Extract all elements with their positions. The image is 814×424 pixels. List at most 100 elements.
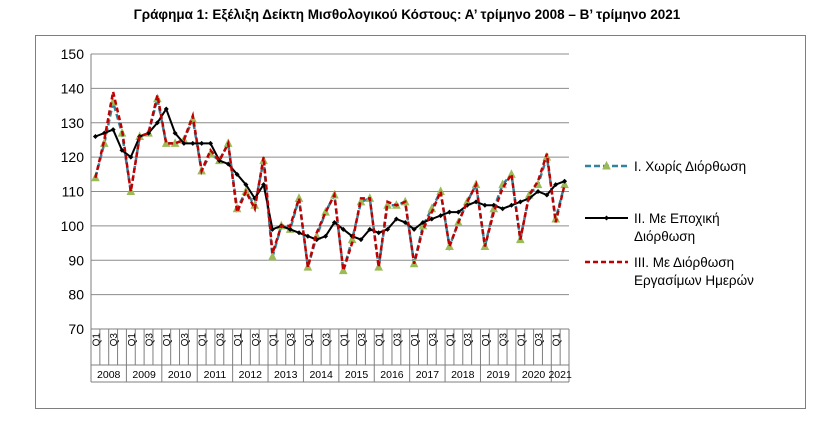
x-tick-label: Q1 [198, 333, 209, 347]
chart-title: Γράφημα 1: Εξέλιξη Δείκτη Μισθολογικού Κ… [133, 7, 681, 22]
legend-label: ΙΙΙ. Με Διόρθωση [634, 255, 734, 270]
data-point [287, 226, 293, 232]
x-tick-label: Q3 [428, 333, 439, 347]
x-tick-label: Q3 [145, 333, 156, 347]
series-line [94, 91, 566, 271]
data-point [553, 182, 559, 188]
y-tick-label: 110 [62, 184, 85, 200]
x-tick-label: Q1 [91, 333, 102, 347]
year-label: 2016 [380, 369, 404, 381]
data-point [420, 219, 426, 225]
data-point [393, 216, 399, 222]
data-point [268, 251, 277, 261]
data-point [385, 226, 391, 232]
data-point [411, 226, 417, 232]
data-point [190, 140, 196, 146]
x-tick-label: Q1 [233, 333, 244, 347]
x-tick-label: Q1 [339, 333, 350, 347]
data-point [261, 182, 267, 188]
y-tick-label: 140 [61, 80, 85, 96]
data-point [429, 216, 435, 222]
x-tick-label: Q1 [162, 333, 173, 347]
data-point [447, 209, 452, 215]
data-point [119, 147, 125, 153]
data-point [562, 178, 568, 184]
chart-frame [35, 35, 806, 409]
series-line [95, 106, 565, 241]
data-point [323, 233, 329, 239]
x-tick-label: Q1 [304, 333, 315, 347]
y-tick-label: 70 [68, 321, 84, 337]
x-tick-label: Q1 [552, 333, 563, 347]
data-point [544, 192, 550, 198]
x-tick-label: Q1 [127, 333, 138, 347]
y-tick-label: 80 [68, 287, 84, 303]
data-point [482, 202, 488, 208]
x-tick-label: Q3 [322, 333, 333, 347]
data-point [331, 219, 337, 225]
data-point [367, 226, 373, 232]
y-tick-label: 90 [68, 252, 84, 268]
data-point [199, 140, 205, 146]
x-tick-label: Q3 [251, 333, 262, 347]
legend-label: ΙΙ. Με Εποχική [634, 211, 720, 226]
x-tick-label: Q1 [446, 333, 457, 347]
data-point [181, 140, 187, 146]
x-tick-label: Q1 [375, 333, 386, 347]
data-point [535, 189, 541, 194]
data-point [376, 230, 382, 236]
data-point [455, 209, 461, 215]
data-point [508, 202, 514, 208]
year-label: 2014 [309, 369, 333, 381]
x-tick-label: Q3 [392, 333, 403, 347]
year-label: 2010 [168, 369, 192, 381]
data-point [296, 230, 302, 236]
data-point [374, 262, 383, 271]
data-point [161, 138, 171, 147]
x-tick-label: Q3 [534, 333, 545, 347]
legend-label: Ι. Χωρίς Διόρθωση [634, 159, 746, 174]
data-point [172, 130, 178, 136]
data-point [402, 219, 408, 225]
x-tick-label: Q3 [499, 333, 510, 347]
x-tick-label: Q3 [180, 333, 191, 347]
data-point [110, 127, 116, 133]
data-point [243, 182, 249, 188]
legend-label: Εργασίμων Ημερών [634, 273, 754, 288]
x-tick-label: Q1 [516, 333, 527, 347]
data-point [92, 134, 98, 139]
x-tick-label: Q1 [481, 333, 492, 347]
data-point [338, 265, 348, 275]
data-point [438, 213, 444, 219]
x-tick-label: Q3 [215, 333, 226, 347]
y-tick-label: 130 [61, 115, 85, 131]
year-label: 2008 [97, 369, 121, 381]
data-point [128, 154, 134, 160]
data-point [154, 120, 160, 126]
year-label: 2020 [522, 369, 546, 381]
y-tick-label: 150 [61, 46, 85, 62]
series-line [94, 98, 566, 271]
year-label: 2011 [204, 369, 227, 381]
x-tick-label: Q3 [463, 333, 474, 347]
year-label: 2013 [274, 369, 298, 381]
data-point [500, 206, 506, 212]
x-tick-label: Q3 [286, 333, 297, 347]
data-point [517, 199, 523, 205]
x-tick-label: Q3 [109, 333, 120, 347]
year-label: 2009 [132, 369, 156, 381]
year-label: 2012 [239, 369, 263, 381]
legend-swatch-marker [602, 160, 611, 170]
year-label: 2019 [487, 369, 511, 381]
year-label: 2017 [416, 369, 440, 381]
year-label: 2015 [345, 369, 369, 381]
x-tick-label: Q3 [357, 333, 368, 347]
x-tick-label: Q1 [410, 333, 421, 347]
legend-swatch-marker [604, 215, 609, 221]
data-point [358, 237, 364, 243]
legend-label: Διόρθωση [634, 229, 695, 244]
data-point [305, 233, 311, 239]
year-label: 2021 [548, 369, 572, 381]
x-tick-label: Q1 [268, 333, 279, 347]
